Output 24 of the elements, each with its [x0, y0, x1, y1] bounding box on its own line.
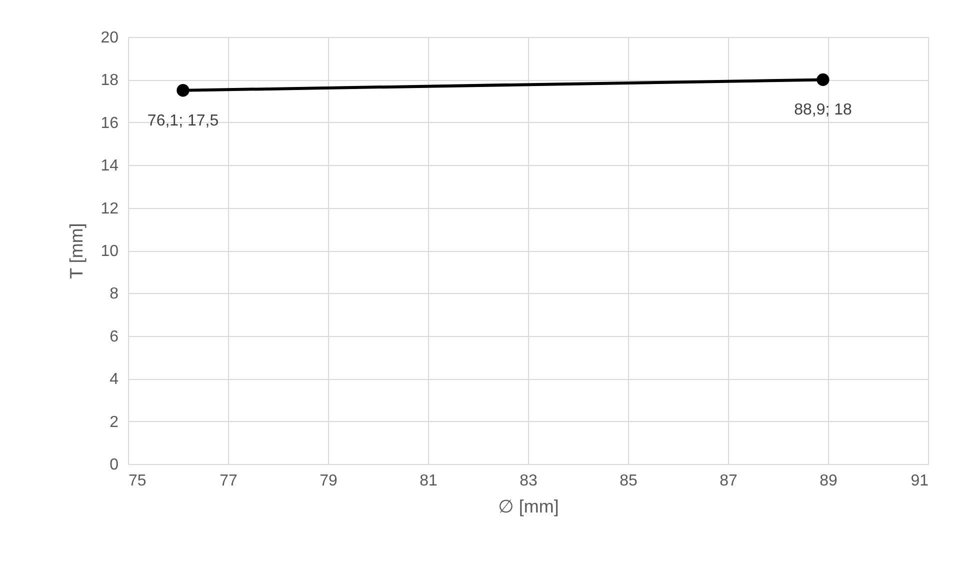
- y-axis-title: T [mm]: [66, 223, 87, 279]
- x-tick-label: 91: [910, 472, 929, 490]
- y-tick-label: 2: [110, 414, 119, 431]
- x-axis-title: ∅ [mm]: [498, 496, 559, 516]
- y-tick-label: 0: [110, 456, 119, 474]
- y-tick-label: 8: [110, 286, 119, 303]
- x-tick-label: 81: [420, 472, 438, 490]
- y-tick-label: 12: [100, 200, 119, 218]
- x-tick-label: 85: [620, 472, 638, 490]
- y-tick-label: 6: [110, 328, 119, 346]
- y-tick-label: 16: [100, 114, 119, 132]
- x-tick-label: 89: [820, 472, 838, 490]
- y-tick-label: 18: [100, 72, 119, 90]
- x-tick-label: 77: [220, 472, 238, 490]
- data-label: 76,1; 17,5: [147, 112, 219, 130]
- y-tick-label: 4: [110, 371, 119, 388]
- x-tick-label: 75: [128, 472, 146, 490]
- y-tick-label: 20: [100, 30, 119, 46]
- y-tick-label: 10: [100, 243, 119, 260]
- x-tick-label: 83: [520, 472, 538, 490]
- x-tick-label: 79: [320, 472, 338, 490]
- y-tick-label: 14: [100, 158, 119, 175]
- x-tick-label: 87: [720, 472, 738, 490]
- data-label: 88,9; 18: [794, 102, 852, 119]
